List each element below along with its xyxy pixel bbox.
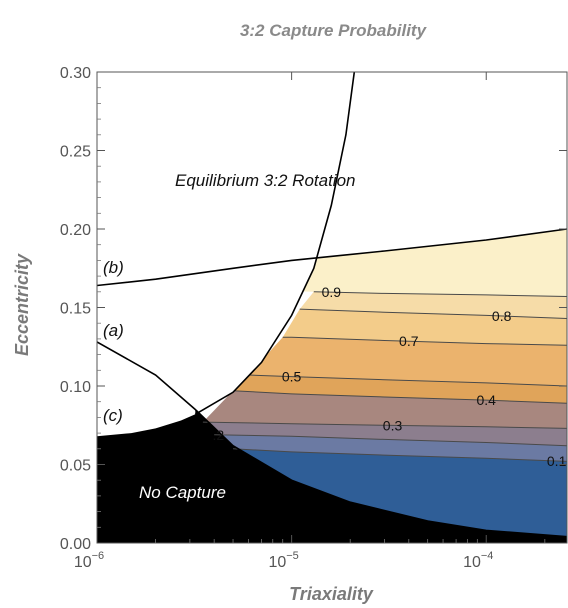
x-axis-ticks: 10−6 10−5 10−4 bbox=[74, 72, 546, 571]
contour-line-0-5 bbox=[248, 374, 567, 387]
contour-line-0-9 bbox=[313, 291, 567, 297]
no-capture-label: No Capture bbox=[139, 483, 226, 502]
y-tick-label: 0.25 bbox=[60, 144, 91, 161]
curve-b bbox=[97, 228, 567, 287]
band-0-8 bbox=[282, 309, 567, 346]
band-0-5 bbox=[233, 375, 567, 404]
contour-line-0-7 bbox=[282, 336, 567, 346]
curve-a-label: (a) bbox=[103, 321, 124, 340]
contour-line-0-3 bbox=[202, 421, 567, 429]
contour-label-0-1: 0.1 bbox=[547, 453, 567, 469]
contour-line-0-2 bbox=[214, 434, 567, 447]
x-tick-label: 10−4 bbox=[463, 550, 493, 571]
contour-label-0-8: 0.8 bbox=[492, 308, 512, 324]
y-tick-label: 0.05 bbox=[60, 458, 91, 475]
contour-label-0-7: 0.7 bbox=[399, 333, 419, 349]
band-0-7 bbox=[248, 337, 567, 386]
band-0-3 bbox=[202, 422, 567, 446]
contour-labels: 0.1 .2 0.3 0.4 0.5 0.7 0.8 0.9 bbox=[212, 284, 566, 469]
curve-c-label: (c) bbox=[103, 406, 123, 425]
y-tick-label: 0.10 bbox=[60, 379, 91, 396]
contour-line-0-8 bbox=[299, 308, 567, 319]
contour-line-0-1 bbox=[232, 448, 567, 462]
boundary-curves bbox=[97, 72, 567, 538]
y-tick-label: 0.30 bbox=[60, 65, 91, 82]
contour-label-0-2: .2 bbox=[212, 427, 224, 443]
contour-label-0-3: 0.3 bbox=[383, 417, 403, 433]
equilibrium-label: Equilibrium 3:2 Rotation bbox=[175, 171, 355, 190]
contour-lines bbox=[202, 291, 567, 462]
chart-title: 3:2 Capture Probability bbox=[240, 21, 428, 40]
x-tick-label: 10−5 bbox=[268, 550, 298, 571]
x-tick-label: 10−6 bbox=[74, 550, 104, 571]
contour-label-0-4: 0.4 bbox=[477, 392, 497, 408]
no-capture-region bbox=[97, 409, 567, 543]
y-tick-label: 0.00 bbox=[60, 536, 91, 553]
curve-b-label: (b) bbox=[103, 258, 124, 277]
y-axis-ticks: 0.00 0.05 0.10 0.15 0.20 0.25 0.30 bbox=[60, 65, 567, 553]
band-0-9 bbox=[299, 291, 567, 319]
contour-label-0-9: 0.9 bbox=[322, 284, 342, 300]
y-tick-label: 0.15 bbox=[60, 301, 91, 318]
band-0-2 bbox=[214, 434, 567, 462]
contour-line-0-4 bbox=[232, 390, 567, 404]
curve-a bbox=[97, 341, 567, 538]
y-axis-label: Eccentricity bbox=[12, 253, 32, 356]
contour-label-0-5: 0.5 bbox=[282, 369, 302, 385]
equilibrium-boundary-curve bbox=[194, 72, 356, 415]
x-axis-label: Triaxiality bbox=[289, 584, 374, 604]
y-tick-label: 0.20 bbox=[60, 222, 91, 239]
plot-area: 0.1 .2 0.3 0.4 0.5 0.7 0.8 0.9 bbox=[97, 72, 567, 543]
